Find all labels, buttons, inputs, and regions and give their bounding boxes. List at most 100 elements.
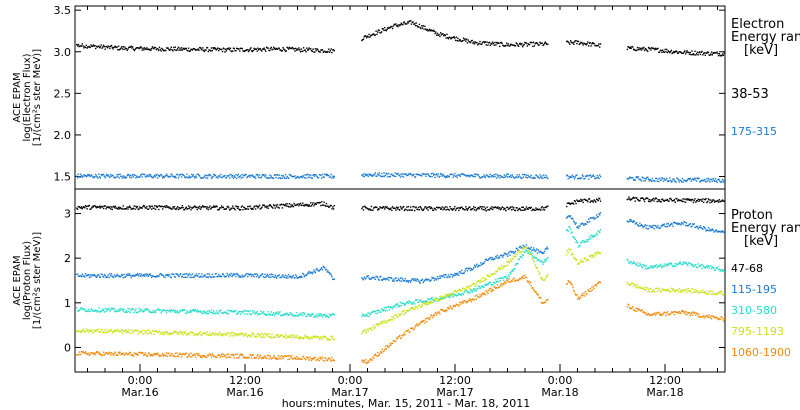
- data-point: [501, 285, 503, 287]
- data-point: [447, 294, 449, 296]
- data-point: [332, 313, 334, 315]
- data-point: [406, 21, 409, 23]
- data-point: [254, 208, 257, 210]
- data-point: [484, 260, 486, 263]
- data-point: [205, 177, 207, 179]
- data-point: [140, 308, 143, 311]
- data-point: [517, 252, 519, 254]
- data-point: [493, 272, 495, 275]
- data-point: [489, 275, 491, 278]
- data-point: [247, 357, 250, 359]
- data-point: [330, 314, 332, 316]
- data-point: [248, 334, 250, 336]
- data-point: [258, 333, 261, 335]
- data-point: [721, 54, 723, 57]
- data-point: [234, 273, 236, 275]
- data-point: [514, 45, 517, 47]
- data-point: [412, 302, 414, 304]
- data-point: [417, 174, 419, 176]
- data-point: [178, 275, 180, 278]
- data-point: [254, 48, 256, 51]
- data-point: [328, 313, 331, 315]
- data-point: [192, 47, 195, 50]
- data-point: [119, 206, 121, 209]
- data-point: [428, 318, 431, 320]
- data-point: [501, 268, 503, 270]
- data-point: [592, 216, 595, 219]
- data-point: [699, 53, 702, 56]
- data-point: [269, 333, 271, 336]
- data-point: [546, 258, 548, 260]
- data-point: [224, 208, 226, 210]
- data-point: [473, 282, 476, 285]
- data-point: [237, 334, 239, 337]
- data-point: [269, 174, 271, 176]
- data-point: [536, 208, 539, 210]
- data-point: [286, 275, 288, 277]
- data-point: [410, 173, 412, 175]
- data-point: [474, 206, 476, 209]
- data-point: [139, 351, 141, 354]
- data-point: [152, 207, 154, 209]
- data-point: [227, 309, 229, 311]
- data-point: [495, 177, 498, 179]
- data-point: [677, 52, 680, 54]
- data-point: [480, 43, 482, 45]
- data-point: [696, 226, 699, 228]
- data-point: [652, 180, 654, 182]
- data-point: [283, 355, 285, 358]
- data-point: [157, 308, 159, 311]
- data-point: [239, 332, 242, 334]
- data-point: [82, 308, 84, 311]
- data-point: [192, 174, 195, 176]
- data-point: [665, 179, 667, 181]
- data-point: [191, 273, 194, 275]
- data-point: [540, 176, 542, 178]
- data-point: [269, 314, 272, 316]
- data-point: [579, 43, 581, 45]
- data-point: [292, 315, 295, 317]
- data-point: [138, 308, 140, 310]
- data-point: [510, 251, 513, 254]
- data-point: [544, 206, 547, 208]
- data-point: [281, 177, 284, 179]
- data-point: [708, 199, 710, 201]
- data-point: [629, 177, 632, 179]
- data-point: [569, 228, 572, 230]
- data-point: [268, 49, 270, 52]
- data-point: [445, 296, 447, 298]
- data-point: [656, 226, 658, 228]
- data-point: [699, 226, 701, 229]
- data-point: [461, 293, 463, 295]
- data-point: [456, 291, 458, 294]
- data-point: [268, 313, 270, 316]
- data-point: [373, 206, 376, 209]
- data-point: [217, 354, 220, 356]
- data-point: [254, 313, 256, 315]
- data-point: [506, 279, 509, 281]
- data-point: [290, 174, 292, 177]
- data-point: [99, 205, 101, 207]
- data-point: [184, 207, 187, 209]
- data-point: [388, 276, 391, 279]
- data-point: [504, 276, 506, 278]
- data-point: [451, 209, 454, 211]
- data-point: [294, 357, 296, 359]
- data-point: [480, 280, 483, 283]
- data-point: [588, 255, 591, 257]
- data-point: [320, 268, 322, 270]
- data-point: [401, 311, 403, 313]
- data-point: [129, 311, 132, 314]
- data-point: [393, 175, 395, 177]
- data-point: [542, 279, 544, 281]
- data-point: [416, 323, 418, 325]
- data-point: [247, 175, 249, 178]
- data-point: [660, 290, 662, 293]
- data-point: [670, 198, 673, 201]
- data-point: [119, 307, 121, 310]
- data-point: [390, 307, 392, 309]
- data-point: [186, 208, 188, 210]
- data-point: [567, 178, 569, 180]
- legend-entry: 175-315: [731, 125, 777, 138]
